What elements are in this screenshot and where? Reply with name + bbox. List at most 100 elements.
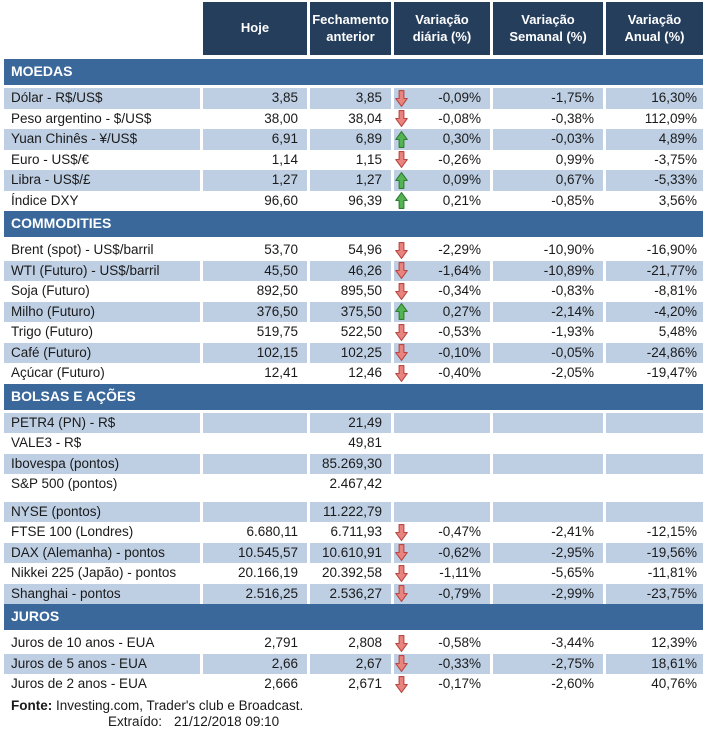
hoje-value: 10.545,57	[203, 542, 310, 563]
fechamento-value: 102,25	[310, 342, 394, 363]
row-label-text: Brent (spot) - US$/barril	[11, 242, 154, 257]
down-arrow-icon	[395, 109, 409, 128]
daily-change-value-text: 0,30%	[442, 131, 481, 146]
hoje-value: 45,50	[203, 260, 310, 281]
row-label-text: Dólar - R$/US$	[11, 90, 103, 105]
weekly-change-value-text: -0,83%	[551, 283, 594, 298]
fechamento-value-text: 6.711,93	[330, 524, 382, 539]
hoje-value: 20.166,19	[203, 563, 310, 584]
fechamento-value: 522,50	[310, 322, 394, 343]
fechamento-value-text: 12,46	[348, 365, 382, 380]
annual-change-value: -12,15%	[606, 522, 703, 543]
table-row: Dólar - R$/US$ 3,85 3,85 -0,09% -1,75% 16,30%	[4, 88, 703, 109]
weekly-change-value-text: -10,89%	[543, 262, 594, 278]
daily-change-value: -0,10%	[394, 342, 493, 363]
fechamento-value: 96,39	[310, 190, 394, 211]
row-label: S&P 500 (pontos)	[4, 474, 203, 495]
weekly-change-value-text: -10,90%	[543, 242, 594, 257]
fechamento-value-text: 10.610,91	[321, 544, 382, 560]
fechamento-value: 46,26	[310, 260, 394, 281]
row-label-text: Ibovespa (pontos)	[11, 455, 120, 471]
column-header-row: Hoje Fechamento anterior Variação diária (…	[203, 2, 703, 55]
weekly-change-value	[493, 474, 606, 495]
fechamento-value: 1,15	[310, 149, 394, 170]
row-label-text: Juros de 5 anos - EUA	[11, 655, 147, 671]
table-row: Euro - US$/€ 1,14 1,15 -0,26% 0,99% -3,75%	[4, 149, 703, 170]
fechamento-value-text: 895,50	[340, 283, 382, 298]
hoje-value: 12,41	[203, 363, 310, 384]
row-label: Euro - US$/€	[4, 149, 203, 170]
daily-change-value-text: -0,53%	[438, 324, 481, 339]
hoje-value-text: 2,666	[264, 676, 298, 691]
daily-change-value: -0,40%	[394, 363, 493, 384]
down-arrow-icon	[395, 634, 409, 653]
daily-change-value: -2,29%	[394, 240, 493, 261]
daily-change-value: -0,33%	[394, 653, 493, 674]
annual-change-value: 40,76%	[606, 674, 703, 695]
daily-change-value-text: -0,34%	[438, 283, 481, 298]
weekly-change-value: -0,83%	[493, 281, 606, 302]
daily-change-value: -0,08%	[394, 108, 493, 129]
annual-change-value: -8,81%	[606, 281, 703, 302]
row-label: Juros de 2 anos - EUA	[4, 674, 203, 695]
hoje-value: 6.680,11	[203, 522, 310, 543]
fechamento-value-text: 49,81	[348, 435, 382, 450]
annual-change-value: -4,20%	[606, 301, 703, 322]
column-header: Variação Anual (%)	[606, 2, 703, 55]
row-label-text: PETR4 (PN) - R$	[11, 414, 116, 430]
row-label: VALE3 - R$	[4, 433, 203, 454]
daily-change-value: -0,09%	[394, 88, 493, 109]
fechamento-value: 54,96	[310, 240, 394, 261]
weekly-change-value-text: -2,75%	[551, 655, 594, 671]
fechamento-value-text: 2,808	[348, 635, 382, 650]
annual-change-value-text: -12,15%	[646, 524, 697, 539]
daily-change-value: -1,64%	[394, 260, 493, 281]
annual-change-value	[606, 501, 703, 522]
fechamento-value-text: 522,50	[340, 324, 382, 339]
weekly-change-value-text: 0,67%	[555, 172, 594, 187]
hoje-value-text: 519,75	[256, 324, 298, 339]
down-arrow-icon	[395, 150, 409, 169]
up-arrow-icon	[395, 171, 409, 190]
hoje-value-text: 6.680,11	[246, 524, 298, 539]
annual-change-value: -11,81%	[606, 563, 703, 584]
hoje-value: 102,15	[203, 342, 310, 363]
row-label-text: VALE3 - R$	[11, 435, 82, 450]
table-row: S&P 500 (pontos) 2.467,42	[4, 474, 703, 495]
fechamento-value-text: 6,89	[355, 131, 382, 146]
daily-change-value: -0,79%	[394, 583, 493, 604]
daily-change-value-text: -0,40%	[438, 365, 481, 380]
hoje-value	[203, 501, 310, 522]
column-header: Variação Semanal (%)	[493, 2, 606, 55]
weekly-change-value: -3,44%	[493, 633, 606, 654]
daily-change-value: -0,17%	[394, 674, 493, 695]
weekly-change-value: -0,85%	[493, 190, 606, 211]
daily-change-value: -0,58%	[394, 633, 493, 654]
row-label: Shanghai - pontos	[4, 583, 203, 604]
hoje-value	[203, 453, 310, 474]
daily-change-value-text: 0,09%	[442, 172, 481, 187]
annual-change-value: -19,56%	[606, 542, 703, 563]
down-arrow-icon	[395, 261, 409, 280]
weekly-change-value: 0,67%	[493, 170, 606, 191]
down-arrow-icon	[395, 543, 409, 562]
hoje-value: 519,75	[203, 322, 310, 343]
daily-change-value-text: -0,17%	[438, 676, 481, 691]
row-label: PETR4 (PN) - R$	[4, 412, 203, 433]
annual-change-value	[606, 453, 703, 474]
daily-change-value	[394, 501, 493, 522]
source-text: Investing.com, Trader's club e Broadcast…	[56, 697, 304, 713]
weekly-change-value: -2,75%	[493, 653, 606, 674]
down-arrow-icon	[395, 89, 409, 108]
row-label: Peso argentino - $/US$	[4, 108, 203, 129]
table-row: Açúcar (Futuro) 12,41 12,46 -0,40% -2,05% -19…	[4, 363, 703, 384]
weekly-change-value	[493, 501, 606, 522]
extracted-value: 21/12/2018 09:10	[174, 713, 280, 729]
extracted-label: Extraído:	[108, 713, 163, 729]
weekly-change-value-text: -2,99%	[551, 585, 594, 601]
annual-change-value: 12,39%	[606, 633, 703, 654]
row-label-text: Nikkei 225 (Japão) - pontos	[11, 565, 177, 580]
fechamento-value-text: 375,50	[340, 303, 382, 319]
annual-change-value-text: 112,09%	[644, 110, 697, 126]
